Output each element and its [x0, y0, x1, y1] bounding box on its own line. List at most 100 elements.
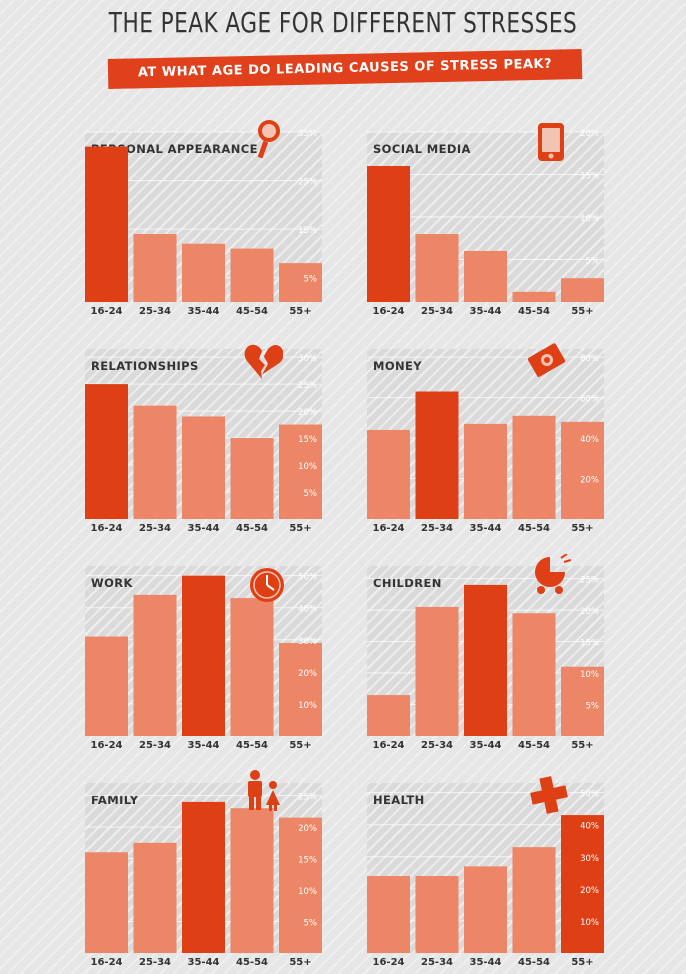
bar-55+ — [561, 421, 604, 519]
bar-55+ — [279, 263, 322, 302]
tick-label: 50% — [298, 573, 317, 583]
tick-label: 40% — [298, 605, 317, 615]
chart-personal-appearance: PERSONAL APPEARANCE 35% 25% 15% 5% 16-24 25-34… — [85, 120, 322, 317]
category-label: 55+ — [571, 957, 594, 968]
bar-25-34 — [415, 391, 459, 519]
tick-label: 20% — [580, 607, 599, 617]
bar-16-24 — [85, 146, 128, 302]
bar-35-44 — [464, 584, 507, 736]
category-label: 25-34 — [139, 740, 171, 751]
category-label: 55+ — [289, 740, 312, 751]
tick-label: 30% — [298, 637, 317, 647]
bar-25-34 — [133, 234, 177, 302]
bar-16-24 — [367, 876, 410, 953]
bar-25-34 — [415, 606, 459, 736]
category-label: 45-54 — [236, 523, 268, 534]
category-axis: 16-24 25-34 35-44 45-54 55+ — [367, 957, 604, 973]
bar-16-24 — [367, 166, 410, 302]
chart-social-media: SOCIAL MEDIA 20% 15% 10% 5% 16-24 25-34 35-44 45… — [367, 123, 604, 317]
bar-16-24 — [85, 636, 128, 736]
category-label: 25-34 — [139, 306, 171, 317]
category-label: 55+ — [571, 740, 594, 751]
bar-35-44 — [182, 801, 225, 953]
bar-35-44 — [464, 251, 507, 302]
tick-label: 40% — [580, 822, 599, 832]
bar-35-44 — [182, 416, 225, 519]
chart-title: HEALTH — [373, 793, 425, 807]
bar-45-54 — [512, 291, 556, 302]
tick-label: 25% — [580, 576, 599, 586]
tick-label: 15% — [580, 172, 599, 182]
tick-label: 25% — [298, 793, 317, 803]
bar-plot: 35% 25% 15% 5% — [85, 129, 322, 302]
subtitle-banner: AT WHAT AGE DO LEADING CAUSES OF STRESS … — [107, 49, 583, 89]
bar-45-54 — [512, 613, 556, 736]
category-axis: 16-24 25-34 35-44 45-54 55+ — [367, 740, 604, 756]
tick-label: 10% — [298, 462, 317, 472]
tick-label: 10% — [298, 701, 317, 711]
page-title: THE PEAK AGE FOR DIFFERENT STRESSES — [108, 6, 578, 39]
tick-label: 15% — [298, 226, 317, 236]
broken-heart-icon — [243, 341, 284, 387]
category-axis: 16-24 25-34 35-44 45-54 55+ — [85, 306, 322, 322]
tick-label: 15% — [298, 435, 317, 445]
pram-icon — [531, 553, 572, 600]
category-label: 16-24 — [90, 306, 123, 317]
category-label: 25-34 — [421, 523, 453, 534]
category-axis: 16-24 25-34 35-44 45-54 55+ — [85, 957, 322, 973]
category-axis: 16-24 25-34 35-44 45-54 55+ — [367, 306, 604, 322]
tick-label: 20% — [580, 129, 599, 139]
bar-35-44 — [182, 243, 225, 302]
tick-label: 35% — [298, 129, 317, 139]
chart-title: WORK — [91, 576, 133, 590]
tick-label: 10% — [580, 670, 599, 680]
tick-label: 60% — [580, 395, 599, 405]
bar-45-54 — [230, 598, 274, 736]
medical-cross-icon — [529, 775, 569, 821]
chart-title: MONEY — [373, 359, 423, 373]
category-label: 35-44 — [469, 740, 502, 751]
bar-16-24 — [367, 429, 410, 519]
tick-label: 20% — [298, 824, 317, 834]
chart-title: CHILDREN — [373, 576, 442, 590]
category-label: 16-24 — [90, 523, 123, 534]
category-label: 16-24 — [372, 306, 405, 317]
category-label: 35-44 — [469, 957, 502, 968]
category-axis: 16-24 25-34 35-44 45-54 55+ — [367, 523, 604, 539]
category-label: 55+ — [571, 523, 594, 534]
category-label: 16-24 — [372, 740, 405, 751]
tick-label: 30% — [580, 854, 599, 864]
chart-work: WORK 50% 40% 30% 20% 10% 16-24 25-34 35-44 45-54 5… — [85, 563, 322, 751]
category-label: 55+ — [289, 523, 312, 534]
bar-plot: 30% 25% 20% 15% 10% 5% — [85, 354, 322, 519]
tick-label: 80% — [580, 354, 599, 364]
chart-money: MONEY 80% 60% 40% 20% 16-24 25-34 35-44 45-54 55+ — [367, 343, 604, 534]
category-label: 45-54 — [518, 306, 550, 317]
category-label: 35-44 — [187, 306, 220, 317]
chart-children: CHILDREN 25% 20% 15% 10% 5% 16-24 25-34 35-44 45-… — [367, 553, 604, 751]
bar-55+ — [561, 666, 604, 736]
family-icon — [243, 769, 283, 815]
category-label: 45-54 — [518, 957, 550, 968]
tick-label: 10% — [580, 918, 599, 928]
category-label: 25-34 — [421, 306, 453, 317]
bar-55+ — [279, 424, 322, 519]
category-label: 16-24 — [372, 523, 405, 534]
tick-label: 50% — [580, 790, 599, 800]
tick-label: 25% — [298, 381, 317, 391]
bar-plot: 50% 40% 30% 20% 10% — [367, 790, 604, 953]
tick-label: 20% — [298, 669, 317, 679]
bar-45-54 — [512, 847, 556, 953]
category-label: 35-44 — [187, 740, 220, 751]
clock-icon — [247, 563, 287, 609]
bar-25-34 — [133, 594, 177, 736]
chart-title: PERSONAL APPEARANCE — [91, 142, 258, 156]
bar-45-54 — [512, 415, 556, 519]
tick-label: 10% — [298, 887, 317, 897]
category-label: 35-44 — [187, 957, 220, 968]
category-label: 35-44 — [187, 523, 220, 534]
bar-35-44 — [182, 575, 225, 736]
bar-45-54 — [230, 808, 274, 953]
bar-16-24 — [85, 384, 128, 519]
smartphone-icon — [530, 122, 570, 168]
